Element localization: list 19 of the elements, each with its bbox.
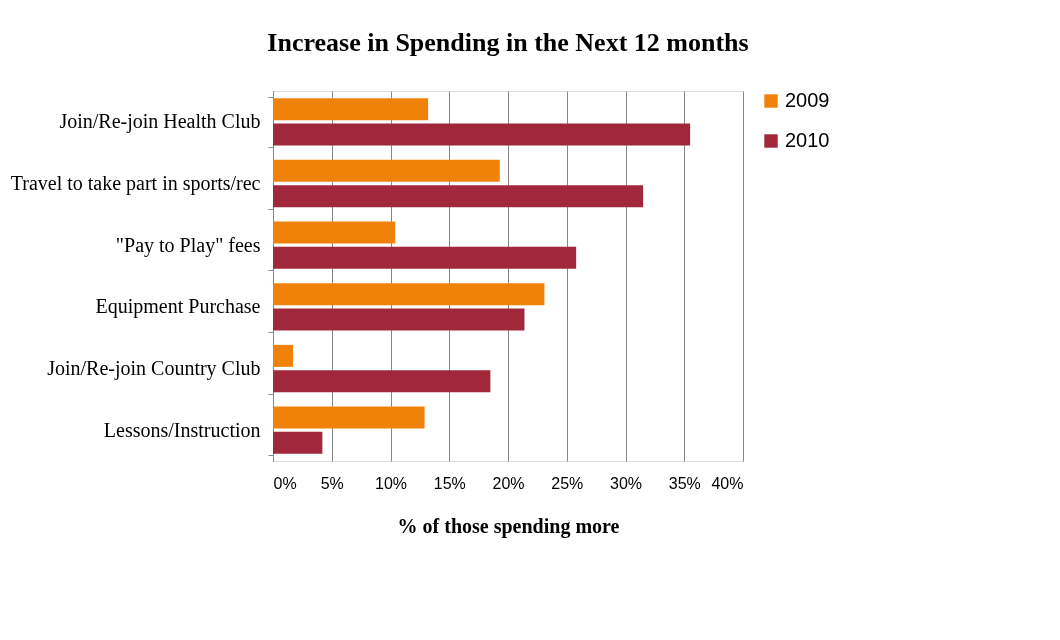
x-tick-label: 35%: [668, 474, 701, 492]
chart-title: Increase in Spending in the Next 12 months: [267, 28, 749, 57]
x-tick-label: 10%: [374, 474, 408, 492]
x-tick-label: 30%: [609, 474, 643, 492]
y-tick-label: "Pay to Play" fees: [115, 233, 261, 257]
legend-label: 2010: [785, 129, 830, 151]
y-tick-label: Join/Re-join Health Club: [59, 110, 261, 134]
y-tick-label: Lessons/Instruction: [103, 418, 261, 441]
x-tick-label: 40%: [711, 474, 744, 492]
y-tick-label: Join/Re-join Country Club: [47, 357, 261, 380]
y-tick-label: Equipment Purchase: [95, 295, 261, 319]
x-tick-label: 20%: [492, 474, 525, 492]
x-tick-label: 15%: [433, 474, 466, 492]
y-tick-label: Travel to take part in sports/rec: [10, 172, 261, 195]
x-axis-title: % of those spending more: [397, 514, 620, 538]
x-tick-label: 0%: [273, 474, 297, 492]
legend-label: 2009: [785, 89, 830, 111]
x-tick-label: 5%: [320, 474, 344, 492]
x-tick-label: 25%: [551, 474, 584, 492]
